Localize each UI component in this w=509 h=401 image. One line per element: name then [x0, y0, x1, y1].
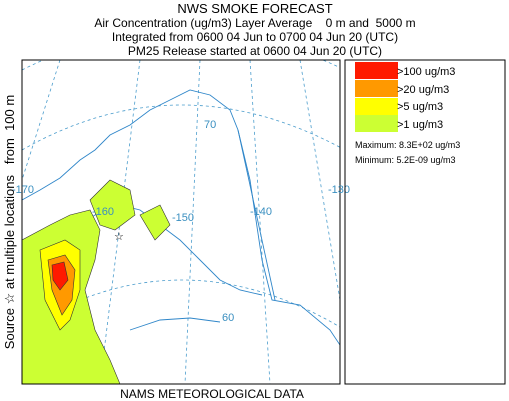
coastline — [22, 89, 340, 346]
graticule-line — [22, 60, 61, 181]
legend-label: >20 ug/m3 — [397, 84, 449, 96]
legend-swatch — [355, 98, 398, 115]
legend: >100 ug/m3 >20 ug/m3 >5 ug/m3 >1 ug/m3 M… — [344, 59, 506, 385]
graticule-label: -160 — [92, 206, 114, 218]
subtitle-line: Air Concentration (ug/m3) Layer Average … — [94, 16, 415, 30]
legend-swatch — [355, 80, 398, 97]
legend-label: >5 ug/m3 — [397, 101, 443, 113]
graticule-line — [22, 104, 340, 151]
legend-frame — [344, 59, 506, 385]
graticule-label: -150 — [172, 212, 194, 224]
graticule-line — [184, 60, 201, 384]
graticule-line — [299, 60, 340, 303]
graticule-label: -170 — [12, 184, 34, 196]
minimum: Minimum: 5.2E-09 ug/m3 — [355, 155, 456, 165]
border — [237, 129, 276, 301]
graticule-label: 70 — [204, 119, 216, 131]
subtitle-line: Integrated from 0600 04 Jun to 0700 04 J… — [112, 30, 398, 44]
subtitle-line: PM25 Release started at 0600 04 Jun 20 (… — [128, 44, 382, 58]
source-star: ☆ — [114, 231, 124, 243]
maximum: Maximum: 8.3E+02 ug/m3 — [355, 140, 460, 150]
title: NWS SMOKE FORECAST — [177, 1, 332, 16]
map-frame — [21, 59, 341, 385]
side-label: Source ☆ at multiple locations from 100 … — [2, 95, 17, 349]
graticule-line — [22, 279, 340, 331]
smoke-area — [139, 204, 171, 241]
legend-label: >1 ug/m3 — [397, 119, 443, 131]
graticule-label: -140 — [250, 206, 272, 218]
legend-swatch — [355, 62, 398, 79]
map: ☆ -170 -160 -150 -140 -130 70 60 — [12, 59, 350, 385]
footer: NAMS METEOROLOGICAL DATA — [120, 387, 304, 401]
graticule-label: 60 — [222, 312, 234, 324]
graticule-label: -130 — [328, 184, 350, 196]
coastline — [129, 317, 221, 331]
graticule-line — [249, 60, 271, 384]
legend-swatch — [355, 115, 398, 132]
legend-label: >100 ug/m3 — [397, 66, 455, 78]
smoke-area — [51, 261, 69, 291]
smoke-area — [89, 179, 136, 231]
